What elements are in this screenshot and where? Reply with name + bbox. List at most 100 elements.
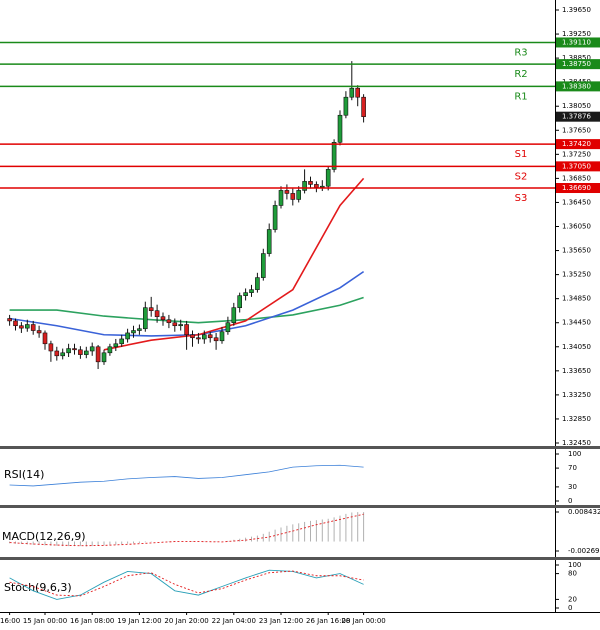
candle-body — [13, 320, 18, 327]
level-price-label: 1.38380 — [562, 82, 591, 90]
y-tick-label: 1.32850 — [562, 415, 591, 423]
macd-signal — [9, 513, 364, 547]
y-tick-label: 30 — [568, 483, 577, 491]
panel-separator — [0, 505, 600, 508]
candle-body — [255, 277, 260, 290]
last-price-label: 1.37876 — [562, 113, 591, 121]
candle-body — [113, 343, 119, 348]
y-tick-label: 1.36450 — [562, 198, 591, 206]
x-tick-label: 28 Jan 00:00 — [341, 617, 385, 625]
candle-body — [48, 343, 54, 352]
level-price-label: 1.36690 — [562, 184, 591, 192]
candle-body — [337, 114, 343, 143]
moving-average — [103, 177, 365, 351]
candle-body — [131, 330, 136, 334]
candle-body — [219, 331, 225, 342]
level-name: S1 — [515, 149, 528, 160]
y-tick-label: 1.34050 — [562, 343, 591, 351]
candle-body — [243, 292, 248, 296]
candle-body — [178, 324, 183, 327]
level-price-box — [556, 59, 600, 70]
candle-body — [343, 96, 349, 116]
y-tick-label: 1.34850 — [562, 295, 591, 303]
y-tick-label: 1.39650 — [562, 6, 591, 14]
candle-body — [290, 193, 296, 200]
candle-body — [319, 185, 325, 188]
y-tick-label: 0 — [568, 497, 572, 505]
candle-body — [237, 295, 242, 308]
candle-body — [266, 229, 272, 254]
candle-body — [54, 350, 60, 357]
candle-body — [249, 289, 254, 293]
y-tick-label: 1.33250 — [562, 391, 591, 399]
candle-body — [202, 334, 207, 340]
candle-body — [143, 307, 148, 330]
candle-body — [84, 350, 89, 355]
y-tick-label: 1.38050 — [562, 102, 591, 110]
candle-body — [355, 87, 361, 98]
y-tick-label: 1.36850 — [562, 174, 591, 182]
y-tick-label: 1.37250 — [562, 150, 591, 158]
moving-average — [9, 296, 364, 324]
candle-body — [107, 346, 113, 354]
level-price-box — [556, 37, 600, 48]
y-tick-label: 80 — [568, 570, 577, 578]
candle-body — [296, 190, 302, 200]
candle-body — [172, 322, 178, 327]
candle-body — [66, 348, 71, 354]
candle-body — [272, 205, 278, 230]
candle-body — [196, 337, 201, 340]
x-tick-label: 16 Jan 08:00 — [70, 617, 114, 625]
candle-body — [72, 348, 77, 351]
candle-body — [184, 324, 189, 336]
level-price-box — [556, 81, 600, 92]
candle-body — [78, 349, 83, 355]
level-name: R1 — [514, 91, 527, 102]
x-tick-label: 20 Jan 20:00 — [164, 617, 208, 625]
candle-body — [154, 310, 160, 318]
level-price-label: 1.37420 — [562, 140, 591, 148]
level-name: R3 — [514, 47, 527, 58]
y-tick-label: 70 — [568, 464, 577, 472]
candle-body — [325, 169, 331, 187]
candle-body — [89, 346, 95, 352]
level-price-label: 1.39110 — [562, 38, 591, 46]
y-tick-label: 1.35650 — [562, 247, 591, 255]
level-price-box — [556, 183, 600, 194]
level-price-label: 1.38750 — [562, 60, 591, 68]
candle-body — [349, 87, 355, 98]
y-tick-label: 1.38850 — [562, 54, 591, 62]
candle-body — [284, 190, 290, 194]
y-tick-label: 100 — [568, 561, 581, 569]
candle-body — [7, 318, 12, 322]
candle-body — [119, 338, 124, 345]
candle-body — [19, 325, 24, 329]
y-tick-label: 0 — [568, 604, 572, 612]
candle-body — [331, 142, 337, 170]
candle-body — [190, 334, 195, 339]
candle-body — [125, 332, 130, 340]
last-price-box — [556, 111, 600, 122]
candle-body — [160, 316, 166, 321]
y-tick-label: 1.33650 — [562, 367, 591, 375]
candle-body — [314, 184, 319, 188]
level-name: S3 — [515, 193, 528, 204]
y-tick-label: 0.008432 — [568, 508, 600, 516]
y-tick-label: 100 — [568, 450, 581, 458]
candle-body — [302, 181, 307, 191]
candle-body — [213, 337, 219, 342]
level-price-box — [556, 139, 600, 150]
panel-separator — [0, 446, 600, 449]
x-tick-label: 19 Jan 12:00 — [117, 617, 161, 625]
stoch-line — [9, 570, 364, 597]
y-tick-label: -0.002697 — [568, 547, 600, 555]
y-tick-label: 1.34450 — [562, 319, 591, 327]
level-name: R2 — [514, 69, 527, 80]
level-price-label: 1.37050 — [562, 162, 591, 170]
candle-body — [101, 352, 107, 363]
rsi-title: RSI(14) — [4, 468, 44, 481]
candle-body — [30, 324, 36, 331]
level-price-box — [556, 161, 600, 172]
candle-body — [278, 190, 284, 206]
